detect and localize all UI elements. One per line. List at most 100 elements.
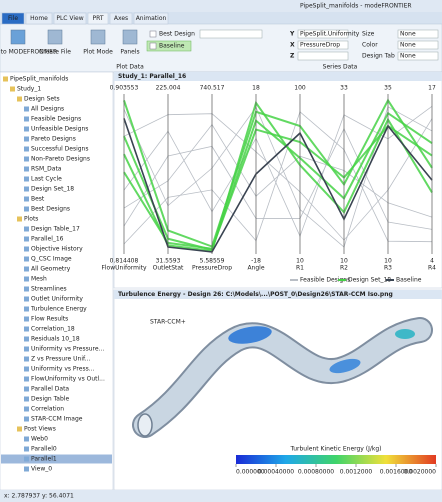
tree-icon [24, 436, 29, 442]
tree-item[interactable]: Design Table [31, 396, 69, 403]
tab-label[interactable]: PLC View [56, 15, 83, 22]
tree-item[interactable]: Plots [24, 216, 38, 223]
tree-item[interactable]: Correlation [31, 406, 64, 413]
button-icon[interactable] [10, 29, 26, 45]
tree-item[interactable]: Flow Results [31, 316, 68, 323]
tab[interactable] [109, 12, 133, 25]
tree-item[interactable]: Design Set_18 [31, 186, 74, 193]
checkbox[interactable] [149, 42, 157, 50]
tree-item[interactable]: All Designs [31, 106, 64, 113]
tree-item[interactable]: Streamlines [31, 286, 67, 293]
button-label[interactable]: Panels [120, 49, 139, 56]
field-value[interactable]: PipeSplit.Uniformity [300, 31, 360, 38]
tab-label[interactable]: File [8, 15, 18, 22]
tree-item[interactable]: Mesh [31, 276, 47, 283]
tree-item[interactable]: Turbulence Energy [30, 306, 87, 313]
tab[interactable] [53, 12, 87, 25]
field-box[interactable] [297, 40, 349, 50]
button-icon[interactable] [47, 29, 63, 45]
axis-min-label: 4 [430, 258, 434, 265]
button-icon[interactable] [122, 29, 138, 45]
tree-item[interactable]: Design Table_17 [31, 226, 80, 233]
button-icon[interactable] [90, 29, 106, 45]
tree-item[interactable]: Q_CSC Image [31, 256, 72, 263]
tab-label[interactable]: Animation [136, 15, 167, 22]
field-box[interactable] [297, 29, 349, 39]
tree-icon [24, 386, 29, 392]
tree-item[interactable]: Outlet Uniformity [31, 296, 83, 303]
field-label: Design Tab [362, 53, 395, 60]
checkbox-label[interactable]: Best Design [159, 31, 195, 38]
tree-item[interactable]: Feasible Designs [31, 116, 81, 123]
tree-item[interactable]: Last Cycle [31, 176, 62, 183]
tree-item[interactable]: Objective History [31, 246, 83, 253]
tree-item[interactable]: Correlation_18 [31, 326, 75, 333]
tree-item[interactable]: STAR-CCM Image [31, 416, 83, 423]
tab-label[interactable]: Axes [114, 15, 128, 22]
tree-item[interactable]: RSM_Data [31, 166, 62, 173]
tree-item[interactable]: Parallel Data [31, 386, 69, 393]
tree-item[interactable]: Residuals 10_18 [31, 336, 80, 343]
tree-item[interactable]: Uniformity vs Pressure... [31, 346, 104, 353]
tab-label[interactable]: PRT [92, 15, 103, 22]
tree-item[interactable]: Web0 [31, 436, 48, 443]
checkbox-label[interactable]: Baseline [159, 43, 185, 50]
field-value[interactable]: None [400, 31, 416, 38]
tree-icon [24, 396, 29, 402]
data-line [123, 113, 433, 241]
button-label[interactable]: Return to MODEFRONTIER [0, 49, 57, 56]
status-text: x: 2.787937 y: 56.4071 [4, 493, 74, 500]
tab[interactable] [1, 12, 25, 25]
tree-item[interactable]: Unfeasible Designs [31, 126, 88, 133]
tree-item[interactable]: Successful Designs [31, 146, 88, 153]
data-line [123, 106, 433, 248]
field-label: Y [289, 31, 295, 38]
data-line [123, 123, 433, 218]
tree-item[interactable]: Post Views [24, 426, 56, 433]
axis-max-label: 225.004 [156, 85, 181, 92]
checkbox[interactable] [149, 30, 157, 38]
tree-item[interactable]: FlowUniformity vs Outl... [31, 376, 105, 383]
tree-item[interactable]: PipeSplit_manifolds [10, 76, 68, 83]
tree-item[interactable]: Parallel1 [31, 456, 57, 463]
tree-icon [24, 276, 29, 282]
dropdown[interactable] [199, 29, 263, 39]
tree-icon [24, 406, 29, 412]
tab[interactable] [25, 12, 53, 25]
tree-icon [24, 356, 29, 362]
tree-item[interactable]: Non-Pareto Designs [31, 156, 90, 163]
field-value[interactable]: None [400, 53, 416, 60]
tree-icon [24, 136, 29, 142]
tree-icon [24, 176, 29, 182]
field-value[interactable]: None [400, 42, 416, 49]
tab[interactable] [133, 12, 169, 25]
tree-icon [24, 336, 29, 342]
field-box[interactable] [397, 51, 439, 61]
tree-icon [24, 256, 29, 262]
field-box[interactable] [297, 51, 349, 61]
tree-item[interactable]: Parallel0 [31, 446, 57, 453]
tree-item[interactable]: Design Sets [24, 96, 60, 103]
tree-item[interactable]: Best Designs [31, 206, 70, 213]
button-label[interactable]: Create File [39, 49, 71, 56]
axis-min-label: 5.58559 [200, 258, 225, 265]
axis-min-label: 10 [296, 258, 304, 265]
tab[interactable] [87, 12, 109, 25]
tree-item[interactable]: Best [31, 196, 45, 203]
button-label[interactable]: Plot Mode [83, 49, 113, 56]
tree-item[interactable]: View_0 [31, 466, 52, 473]
tab-label[interactable]: Home [30, 15, 48, 22]
tree-icon [24, 456, 29, 462]
tree-item[interactable]: Pareto Designs [31, 136, 76, 143]
tree-item[interactable]: Z vs Pressure Unif... [31, 356, 90, 363]
field-box[interactable] [397, 40, 439, 50]
tree-item[interactable]: Parallel_16 [31, 236, 64, 243]
ribbon-group-label: Series Data [323, 64, 358, 71]
tree-item[interactable]: All Geometry [31, 266, 71, 273]
field-box[interactable] [397, 29, 439, 39]
tree-item[interactable]: Uniformity vs Press... [31, 366, 95, 373]
chart-title: Study_1: Parallel_16 [118, 73, 186, 80]
axis-name: R4 [428, 265, 436, 272]
tree-item[interactable]: Study_1 [17, 86, 41, 93]
field-value[interactable]: PressureDrop [300, 42, 340, 49]
